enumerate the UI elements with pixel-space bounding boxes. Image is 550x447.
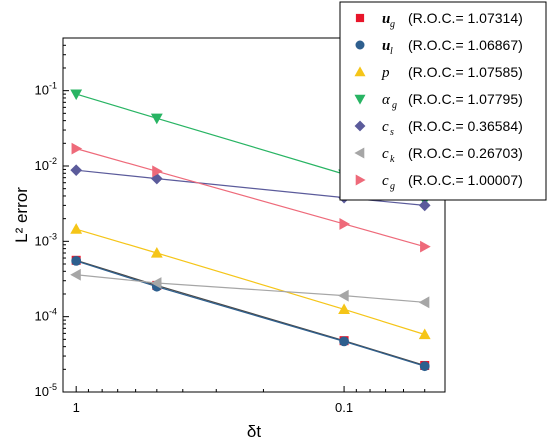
legend-subscript-ck: k [390, 154, 395, 165]
data-point-cg [339, 218, 351, 230]
legend-subscript-cg: g [390, 181, 395, 192]
data-point-ag [70, 89, 83, 101]
legend-subscript-cs: s [390, 127, 394, 138]
data-point-cs [70, 164, 83, 176]
series-cg [71, 142, 431, 253]
legend-box [339, 1, 547, 201]
data-point-ck [338, 289, 349, 302]
x-axis-label: δt [247, 422, 261, 441]
legend-marker-cs [354, 120, 366, 132]
series-line-ug [76, 259, 425, 367]
y-axis-label: L² error [12, 187, 31, 243]
y-tick-label: 10-3 [35, 231, 57, 248]
series-p [70, 223, 431, 340]
data-point-p [338, 303, 350, 314]
legend-marker-ul [355, 40, 365, 50]
series-ck [70, 268, 430, 309]
axes: 10-5 10-4 10-3 10-2 10-1 1 0.1 [35, 37, 446, 415]
series-line-ul [75, 260, 425, 367]
legend-item-ul: u l (R.O.C.= 1.06867) [355, 37, 523, 57]
legend-marker-p [354, 66, 366, 77]
legend: u g (R.O.C.= 1.07314)u l (R.O.C.= 1.06867)p(… [339, 1, 547, 201]
legend-symbol-p: p [381, 65, 390, 81]
legend-roc-ug: (R.O.C.= 1.07314) [408, 10, 523, 26]
legend-subscript-ug: g [390, 19, 395, 30]
y-tick-label: 10-5 [35, 382, 57, 399]
legend-symbol-ug: u [382, 11, 390, 27]
data-point-ck [150, 277, 162, 289]
legend-item-cg: c g (R.O.C.= 1.00007) [355, 172, 523, 192]
series-ul [71, 255, 430, 372]
legend-item-p: p (R.O.C.= 1.07585) [354, 64, 523, 81]
legend-roc-ck: (R.O.C.= 0.26703) [408, 145, 523, 161]
legend-marker-ck [354, 147, 365, 159]
data-point-ul [71, 255, 82, 266]
legend-symbol-ag: α [382, 92, 391, 108]
series-line-cg [76, 148, 425, 248]
plot-frame [62, 37, 446, 393]
legend-symbol-ck: c [382, 146, 389, 162]
legend-roc-ul: (R.O.C.= 1.06867) [408, 37, 523, 53]
legend-subscript-ag: g [392, 100, 397, 111]
legend-roc-p: (R.O.C.= 1.07585) [408, 64, 523, 80]
y-tick-label: 10-2 [35, 156, 57, 173]
legend-symbol-cg: c [382, 173, 389, 189]
series-line-cs [76, 169, 425, 206]
data-point-ul [419, 361, 430, 372]
data-point-cg [71, 142, 83, 155]
legend-symbol-cs: c [382, 119, 389, 135]
series-line-p [76, 228, 425, 336]
legend-item-ag: α g (R.O.C.= 1.07795) [354, 91, 523, 111]
legend-subscript-ul: l [390, 46, 393, 57]
x-tick-label: 1 [73, 400, 80, 415]
legend-roc-ag: (R.O.C.= 1.07795) [408, 91, 523, 107]
legend-roc-cg: (R.O.C.= 1.00007) [408, 172, 523, 188]
y-tick-label: 10-4 [35, 307, 57, 324]
legend-item-ug: u g (R.O.C.= 1.07314) [355, 10, 523, 30]
legend-marker-ag [354, 94, 366, 105]
legend-marker-cg [355, 174, 366, 186]
data-point-cs [418, 199, 431, 212]
data-point-ul [339, 336, 349, 347]
data-point-cg [420, 240, 431, 253]
data-point-p [70, 223, 83, 234]
data-point-cg [152, 165, 163, 178]
data-point-ag [150, 113, 163, 125]
legend-item-ck: c k (R.O.C.= 0.26703) [354, 145, 523, 165]
legend-marker-ug [355, 13, 365, 23]
legend-symbol-ul: u [382, 38, 390, 54]
y-tick-label: 10-1 [35, 81, 57, 98]
series-line-ck [76, 274, 425, 303]
series-ug [71, 255, 430, 370]
x-tick-label: 0.1 [335, 400, 353, 415]
data-point-p [418, 328, 431, 340]
legend-roc-cs: (R.O.C.= 0.36584) [408, 118, 523, 134]
data-point-ck [70, 268, 81, 281]
data-point-p [150, 246, 163, 258]
data-point-ck [418, 296, 430, 309]
legend-item-cs: c s (R.O.C.= 0.36584) [354, 118, 523, 138]
